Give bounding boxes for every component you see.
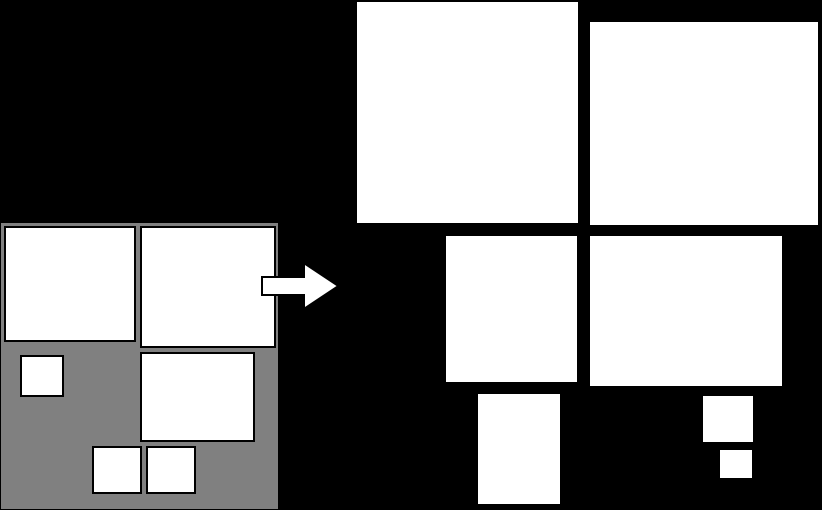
source-rect-5 xyxy=(146,446,196,494)
target-rect-6 xyxy=(718,448,754,480)
source-rect-4 xyxy=(92,446,142,494)
target-rect-3 xyxy=(444,234,579,384)
arrow-icon xyxy=(260,256,340,316)
source-rect-3 xyxy=(140,352,255,442)
target-rect-2 xyxy=(588,234,784,388)
target-rect-0 xyxy=(355,0,580,225)
source-rect-1 xyxy=(140,226,276,348)
source-rect-2 xyxy=(20,355,64,397)
target-rect-5 xyxy=(701,394,755,444)
target-rect-1 xyxy=(588,20,820,227)
source-rect-0 xyxy=(4,226,136,342)
target-rect-4 xyxy=(476,392,562,506)
diagram-stage xyxy=(0,0,822,510)
